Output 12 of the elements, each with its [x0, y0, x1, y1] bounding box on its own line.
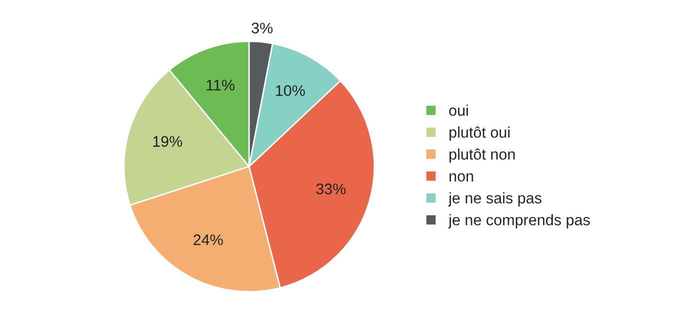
legend-label: plutôt non — [450, 148, 515, 163]
data-label: 11% — [206, 80, 234, 90]
data-label: 24% — [194, 234, 223, 246]
legend-label: oui — [449, 104, 468, 116]
data-label: 10% — [276, 85, 305, 96]
legend-label: je ne sais pas — [448, 192, 542, 206]
legend-label: je ne comprends pas — [448, 214, 590, 228]
legend-label: non — [450, 173, 474, 182]
data-label: 3% — [252, 22, 273, 34]
data-label: 19% — [153, 136, 182, 147]
data-label: 33% — [316, 184, 346, 194]
legend-label: plutôt oui — [450, 126, 510, 141]
